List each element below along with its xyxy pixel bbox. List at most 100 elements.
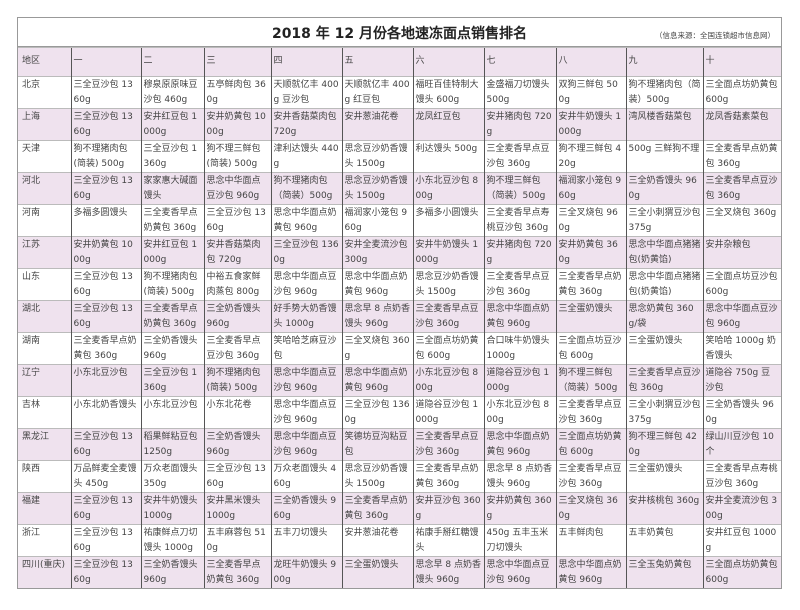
table-row: 上海 三全豆沙包 1360g 安井红豆包 1000g 安井奶黄包 1000g 安井香菇菜… <box>18 108 781 141</box>
table-row: 北京 三全豆沙包 1360g 穆泉原原味豆沙包 460g 五亭鲜肉包 360g 天顺就亿… <box>18 76 781 109</box>
product-cell: 安井红豆包 1000g <box>140 236 204 269</box>
column-header-rank: 九 <box>625 47 703 77</box>
product-cell: 湾风楼香菇菜包 <box>625 108 703 141</box>
product-cell: 龙旺牛奶馒头 900g <box>270 556 342 588</box>
product-cell: 安井红豆包 1000g <box>140 108 204 141</box>
column-header-rank: 十 <box>702 47 781 77</box>
source-note: （信息来源：全国连锁超市信息网） <box>655 31 775 40</box>
product-cell: 三全麦香早点豆沙包 360g <box>702 172 781 205</box>
product-cell: 安井香菇菜肉包 720g <box>203 236 271 269</box>
table-row: 河北 三全豆沙包 1360g 家家惠大碱面馒头 思念中华面点豆沙包 960g 狗不理猪肉… <box>18 172 781 205</box>
product-cell: 安井杂粮包 <box>702 236 781 269</box>
product-cell: 安井红豆包 1000g <box>702 524 781 557</box>
column-header-rank: 五 <box>341 47 413 77</box>
product-cell: 万品鲜麦全麦馒头 450g <box>70 460 141 493</box>
product-cell: 三全奶香馒头 960g <box>140 556 204 588</box>
product-cell: 三全面点坊奶黄包 600g <box>412 332 484 365</box>
product-cell: 三全豆沙包 1360g <box>70 108 141 141</box>
region-cell: 北京 <box>18 76 71 109</box>
product-cell: 安井牛奶馒头 1000g <box>555 108 626 141</box>
product-cell: 三全豆沙包 1360g <box>203 460 271 493</box>
product-cell: 三全叉烧包 360g <box>702 204 781 237</box>
product-cell: 思念中华面点豆沙包 960g <box>270 364 342 397</box>
product-cell: 三全麦香早点奶黄包 360g <box>702 140 781 173</box>
product-cell: 三全奶香馒头 960g <box>203 300 271 333</box>
product-cell: 三全奶香馒头 960g <box>702 396 781 429</box>
product-cell: 笑德坊豆沟粘豆包 <box>341 428 413 461</box>
product-cell: 天顺就亿丰 400g 红豆包 <box>341 76 413 109</box>
product-cell: 三全豆沙包 1360g <box>70 492 141 525</box>
product-cell: 安井葱油花卷 <box>341 108 413 141</box>
product-cell: 穆泉原原味豆沙包 460g <box>140 76 204 109</box>
column-header-rank: 八 <box>555 47 626 77</box>
product-cell: 三全蛋奶馒头 <box>341 556 413 588</box>
product-cell: 多福多圆馒头 <box>70 204 141 237</box>
product-cell: 三全蛋奶馒头 <box>625 460 703 493</box>
table-row: 湖北 三全豆沙包 1360g 三全麦香早点奶黄包 360g 三全奶香馒头 960g 好手… <box>18 300 781 333</box>
page-title: 2018 年 12 月份各地速冻面点销售排名 <box>271 26 528 42</box>
product-cell: 道隐谷 750g 豆沙包 <box>702 364 781 397</box>
product-cell: 龙凤红豆包 <box>412 108 484 141</box>
product-cell: 三全奶香馒头 960g <box>625 172 703 205</box>
product-cell: 三全麦香早点寿桃豆沙包 360g <box>483 204 556 237</box>
product-cell: 三全豆沙包 1360g <box>140 140 204 173</box>
product-cell: 三全小刺猬豆沙包 375g <box>625 204 703 237</box>
product-cell: 多福多小圆馒头 <box>412 204 484 237</box>
table-row: 辽宁 小东北豆沙包 三全豆沙包 1360g 狗不理猪肉包(简装) 500g 思念中华面点… <box>18 364 781 397</box>
product-cell: 三全豆沙包 1360g <box>70 556 141 588</box>
product-cell: 三全面点坊奶黄包 600g <box>555 428 626 461</box>
product-cell: 安井猪肉包 720g <box>483 236 556 269</box>
product-cell: 小东北豆沙包 <box>140 396 204 429</box>
title-bar: 2018 年 12 月份各地速冻面点销售排名 （信息来源：全国连锁超市信息网） <box>18 18 781 47</box>
product-cell: 500g 三鲜狗不理 <box>625 140 703 173</box>
region-cell: 天津 <box>18 140 71 173</box>
product-cell: 狗不理猪肉包(简装) 500g <box>70 140 141 173</box>
product-cell: 安井黑米馒头 1000g <box>203 492 271 525</box>
product-cell: 中裕五食家鲜肉蒸包 800g <box>203 268 271 301</box>
column-header-rank: 四 <box>270 47 342 77</box>
product-cell: 450g 五丰玉米刀切馒头 <box>483 524 556 557</box>
product-cell: 思念中华面点豆沙包 960g <box>203 172 271 205</box>
region-cell: 湖北 <box>18 300 71 333</box>
region-cell: 黑龙江 <box>18 428 71 461</box>
product-cell: 三全面点坊奶黄包 600g <box>702 76 781 109</box>
product-cell: 小东北豆沙包 <box>70 364 141 397</box>
product-cell: 三全豆沙包 1360g <box>70 172 141 205</box>
product-cell: 三全豆沙包 1360g <box>341 396 413 429</box>
product-cell: 三全玉兔奶黄包 <box>625 556 703 588</box>
product-cell: 安井牛奶馒头 1000g <box>140 492 204 525</box>
product-cell: 安井全麦流沙包 300g <box>341 236 413 269</box>
product-cell: 思念豆沙奶香馒头 1500g <box>412 268 484 301</box>
product-cell: 津利达馒头 440g <box>270 140 342 173</box>
table-row: 湖南 三全麦香早点奶黄包 360g 三全奶香馒头 960g 三全麦香早点豆沙包 360… <box>18 332 781 365</box>
product-cell: 思念中华面点奶黄包 960g <box>555 556 626 588</box>
region-cell: 湖南 <box>18 332 71 365</box>
product-cell: 狗不理猪肉包（简装）500g <box>625 76 703 109</box>
product-cell: 家家惠大碱面馒头 <box>140 172 204 205</box>
table-row: 陕西 万品鲜麦全麦馒头 450g 万众老面馒头 350g 三全豆沙包 1360g 万众老… <box>18 460 781 493</box>
product-cell: 思念中华面点猪猪包(奶黄馅) <box>625 236 703 269</box>
product-cell: 三全豆沙包 1360g <box>70 524 141 557</box>
column-header-rank: 六 <box>412 47 484 77</box>
product-cell: 狗不理猪肉包(简装) 500g <box>203 364 271 397</box>
product-cell: 祐康鲜点刀切馒头 1000g <box>140 524 204 557</box>
product-cell: 狗不理猪肉包（简装）500g <box>270 172 342 205</box>
product-cell: 小东北豆沙包 800g <box>412 172 484 205</box>
product-cell: 福旺百佳特制大馒头 600g <box>412 76 484 109</box>
product-cell: 三全小刺猬豆沙包 375g <box>625 396 703 429</box>
table-row: 浙江 三全豆沙包 1360g 祐康鲜点刀切馒头 1000g 五丰麻蓉包 510g 五丰刀… <box>18 524 781 557</box>
product-cell: 狗不理三鲜包(简装) 500g <box>203 140 271 173</box>
product-cell: 思念中华面点豆沙包 960g <box>483 556 556 588</box>
product-cell: 三全麦香早点豆沙包 360g <box>555 460 626 493</box>
region-cell: 山东 <box>18 268 71 301</box>
product-cell: 思念早 8 点奶香馒头 960g <box>412 556 484 588</box>
column-header-region: 地区 <box>18 47 71 77</box>
product-cell: 思念中华面点奶黄包 960g <box>341 268 413 301</box>
column-header-rank: 二 <box>140 47 204 77</box>
region-cell: 上海 <box>18 108 71 141</box>
product-cell: 三全蛋奶馒头 <box>625 332 703 365</box>
product-cell: 金盛福刀切馒头 500g <box>483 76 556 109</box>
product-cell: 三全豆沙包 1360g <box>70 76 141 109</box>
product-cell: 五丰鲜肉包 <box>555 524 626 557</box>
product-cell: 三全麦香早点豆沙包 360g <box>555 396 626 429</box>
